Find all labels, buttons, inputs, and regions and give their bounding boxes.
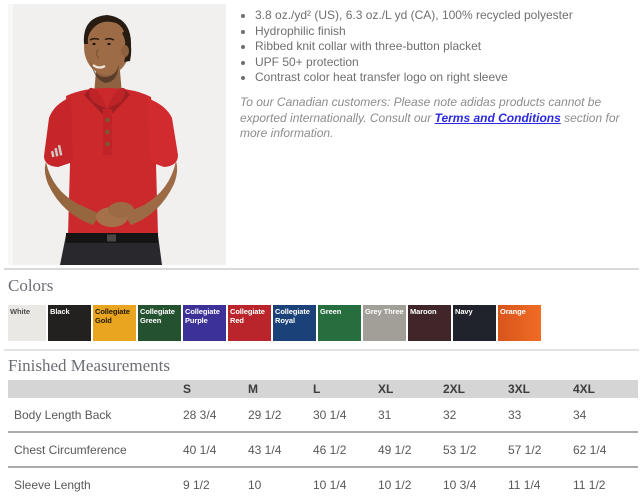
feature-item: Ribbed knit collar with three-button pla… [255, 39, 638, 55]
measurement-value: 28 3/4 [183, 407, 217, 422]
size-column-header: S [183, 382, 192, 396]
row-label: Body Length Back [14, 407, 112, 422]
measurement-value: 11 1/2 [573, 477, 606, 492]
measurement-value: 57 1/2 [508, 442, 542, 457]
size-column-header: M [248, 382, 258, 396]
color-swatch[interactable]: Collegiate Green [138, 305, 181, 341]
color-swatch[interactable]: Navy [453, 305, 496, 341]
color-swatches: White Black Collegiate Gold Collegiate Gree… [8, 305, 541, 341]
feature-item: UPF 50+ protection [255, 55, 638, 71]
model-red-polo-illustration [8, 4, 226, 265]
size-column-header: XL [378, 382, 394, 396]
color-swatch[interactable]: Maroon [408, 305, 451, 341]
canadian-customers-note: To our Canadian customers: Please note a… [240, 95, 628, 142]
measurement-value: 62 1/4 [573, 442, 607, 457]
row-label: Sleeve Length [14, 477, 91, 492]
row-label: Chest Circumference [14, 442, 127, 457]
measurement-value: 40 1/4 [183, 442, 217, 457]
table-row: Sleeve Length 9 1/2 10 10 1/4 10 1/2 10 3/4 1… [8, 466, 638, 501]
color-swatch[interactable]: Collegiate Gold [93, 305, 136, 341]
feature-item: Contrast color heat transfer logo on rig… [255, 70, 638, 86]
color-swatch[interactable]: Green [318, 305, 361, 341]
color-swatch[interactable]: White [8, 305, 46, 341]
color-swatch[interactable]: Collegiate Royal [273, 305, 316, 341]
feature-item: 3.8 oz./yd² (US), 6.3 oz./L yd (CA), 100… [255, 8, 638, 24]
color-swatch[interactable]: Orange [498, 305, 541, 341]
size-column-header: 4XL [573, 382, 596, 396]
measurement-value: 30 1/4 [313, 407, 347, 422]
measurement-value: 10 [248, 477, 262, 492]
table-row: Body Length Back 28 3/4 29 1/2 30 1/4 31 32 3… [8, 398, 638, 431]
section-divider [4, 268, 639, 270]
measurements-heading: Finished Measurements [8, 356, 170, 375]
color-swatch[interactable]: Black [48, 305, 91, 341]
product-photo [8, 4, 226, 265]
section-divider [4, 349, 639, 351]
measurement-value: 49 1/2 [378, 442, 412, 457]
colors-heading: Colors [8, 276, 54, 295]
note-text: To our Canadian customers: Please note a… [240, 94, 602, 125]
size-column-header: L [313, 382, 321, 396]
measurement-value: 43 1/4 [248, 442, 282, 457]
color-swatch[interactable]: Collegiate Purple [183, 305, 226, 341]
table-row: Chest Circumference 40 1/4 43 1/4 46 1/2 49… [8, 431, 638, 466]
measurement-value: 32 [443, 407, 457, 422]
measurement-value: 29 1/2 [248, 407, 282, 422]
adidas-logo-icon [50, 144, 63, 158]
measurement-value: 10 1/2 [378, 477, 412, 492]
measurement-value: 46 1/2 [313, 442, 347, 457]
measurement-value: 11 1/4 [508, 477, 541, 492]
feature-list: 3.8 oz./yd² (US), 6.3 oz./L yd (CA), 100… [240, 8, 638, 86]
terms-and-conditions-link[interactable]: Terms and Conditions [434, 110, 561, 125]
measurement-value: 10 3/4 [443, 477, 477, 492]
size-column-header: 3XL [508, 382, 531, 396]
size-column-header: 2XL [443, 382, 466, 396]
measurement-value: 9 1/2 [183, 477, 210, 492]
measurement-value: 10 1/4 [313, 477, 347, 492]
measurement-value: 53 1/2 [443, 442, 477, 457]
product-description: 3.8 oz./yd² (US), 6.3 oz./L yd (CA), 100… [240, 6, 638, 142]
feature-item: Hydrophilic finish [255, 24, 638, 40]
measurement-value: 33 [508, 407, 522, 422]
table-header-row: S M L XL 2XL 3XL 4XL [8, 380, 638, 398]
measurement-value: 34 [573, 407, 587, 422]
measurements-table: S M L XL 2XL 3XL 4XL Body Length Back 28 3/4 29… [8, 380, 638, 501]
color-swatch[interactable]: Grey Three [363, 305, 406, 341]
measurement-value: 31 [378, 407, 392, 422]
note-text: section for more information. [240, 110, 620, 141]
color-swatch[interactable]: Collegiate Red [228, 305, 271, 341]
